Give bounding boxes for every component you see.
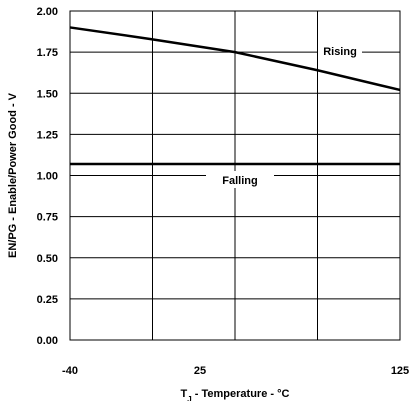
y-tick-label: 1.50 bbox=[37, 88, 58, 100]
x-axis-title-subscript: J bbox=[187, 395, 191, 401]
annotation-background bbox=[318, 42, 362, 59]
y-tick-label: 0.00 bbox=[37, 335, 58, 347]
series-line-rising bbox=[69, 26, 401, 92]
y-tick-labels: 0.00 0.25 0.50 0.75 1.00 1.25 1.50 1.75 2.00 bbox=[37, 6, 58, 347]
y-tick-label: 0.25 bbox=[37, 294, 58, 306]
y-tick-label: 0.50 bbox=[37, 253, 58, 265]
annotation-background bbox=[206, 171, 274, 188]
series-label-rising: Rising bbox=[323, 46, 357, 58]
x-tick-label: -40 bbox=[62, 365, 78, 377]
series-label-falling: Falling bbox=[222, 175, 257, 187]
y-axis-title: EN/PG - Enable/Power Good - V bbox=[7, 92, 19, 258]
series-lines bbox=[69, 26, 401, 166]
series-annotations: Rising Falling bbox=[206, 42, 362, 188]
x-axis-title-main: T bbox=[181, 388, 188, 400]
y-tick-label: 0.75 bbox=[37, 212, 58, 224]
y-tick-label: 1.75 bbox=[37, 47, 58, 59]
x-axis-title: TJ - Temperature - °C bbox=[181, 388, 290, 401]
x-tick-label: 25 bbox=[194, 365, 206, 377]
x-tick-labels: -40 25 125 bbox=[62, 365, 409, 377]
plot-frame bbox=[69, 10, 401, 341]
x-axis-title-rest: - Temperature - °C bbox=[192, 388, 290, 400]
y-tick-label: 2.00 bbox=[37, 6, 58, 18]
y-tick-label: 1.00 bbox=[37, 171, 58, 183]
y-tick-label: 1.25 bbox=[37, 129, 58, 141]
x-tick-label: 125 bbox=[391, 365, 409, 377]
